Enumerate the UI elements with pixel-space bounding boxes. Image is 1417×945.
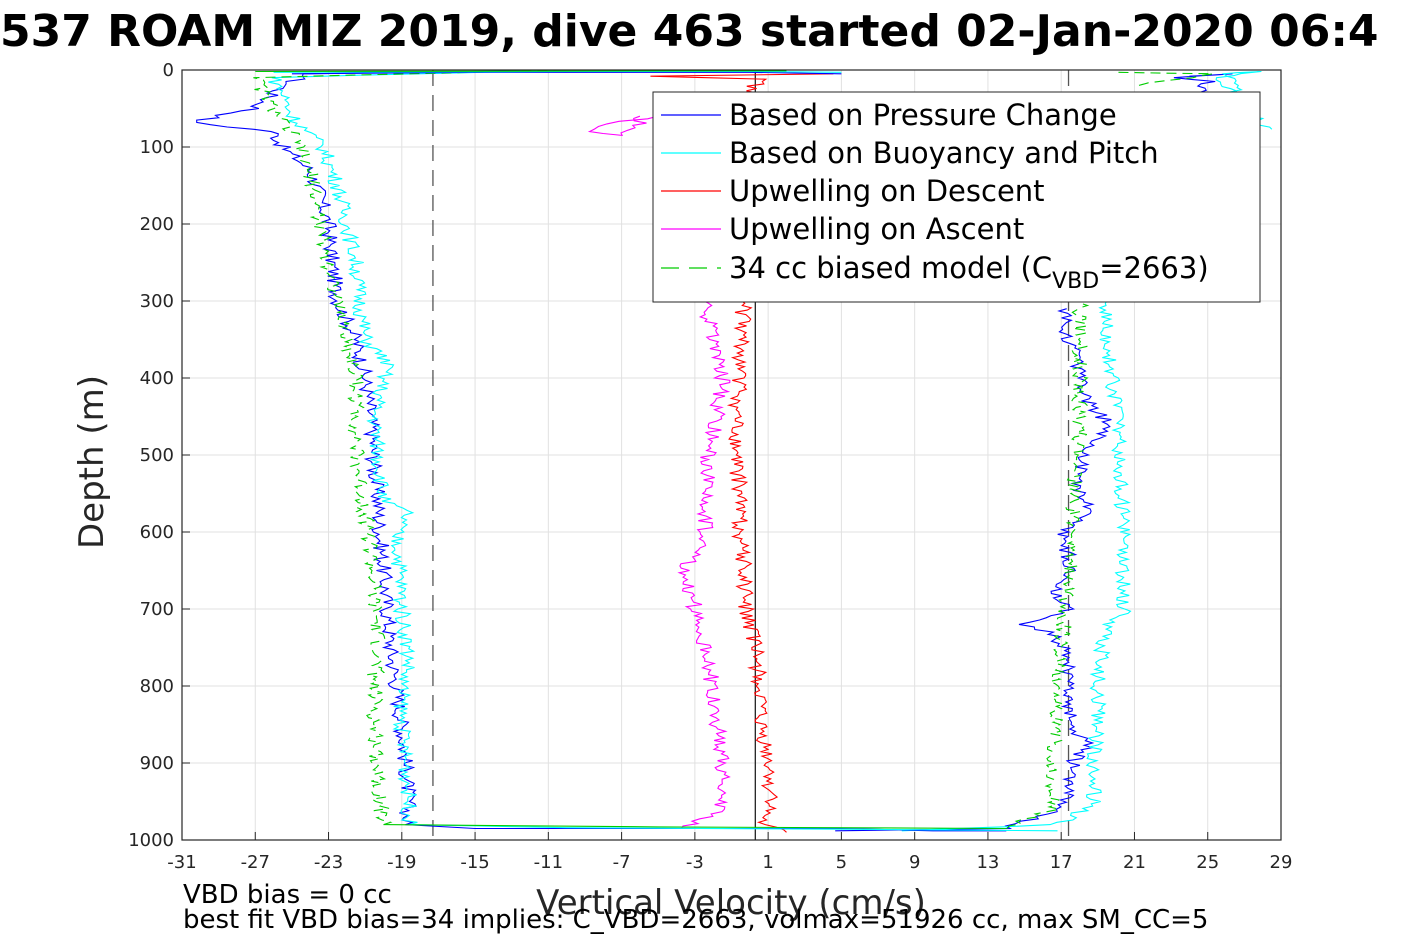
x-tick-label: 25: [1196, 852, 1219, 873]
legend-label-value: =2663): [1099, 251, 1208, 285]
series-line: [1116, 71, 1214, 86]
y-tick-label: 700: [140, 599, 174, 620]
legend-label: Upwelling on Ascent: [729, 212, 1024, 246]
vbd-bias-note: VBD bias = 0 cc: [183, 880, 392, 910]
y-tick-label: 600: [140, 522, 174, 543]
series-line: [677, 300, 731, 829]
legend-label: Based on Pressure Change: [729, 98, 1117, 132]
x-tick-label: -11: [534, 852, 563, 873]
y-tick-label: 800: [140, 676, 174, 697]
x-tick-label: -3: [686, 852, 704, 873]
y-tick-label: 500: [140, 445, 174, 466]
legend-label-main: 34 cc biased model (C: [729, 251, 1052, 285]
series-line: [1006, 300, 1090, 829]
chart-title: 537 ROAM MIZ 2019, dive 463 started 02-J…: [0, 6, 1379, 57]
y-tick-label: 200: [140, 214, 174, 235]
y-axis-label: Depth (m): [72, 375, 112, 549]
x-axis-label: Vertical Velocity (cm/s): [536, 883, 926, 923]
y-tick-labels: 0 100 200 300 400 500 600 700 800 900 1000: [128, 60, 190, 851]
legend: Based on Pressure Change Based on Buoyanc…: [652, 91, 1261, 303]
x-tick-label: 17: [1050, 852, 1073, 873]
x-tick-label: 29: [1270, 852, 1293, 873]
y-tick-label: 900: [140, 753, 174, 774]
x-tick-labels: -31 -27 -23 -19 -15 -11 -7 -3 1 5 9 13 17 21 25 29: [167, 832, 1292, 873]
x-tick-label: -23: [314, 852, 343, 873]
legend-box: [652, 91, 1261, 303]
y-tick-label: 0: [163, 60, 174, 81]
y-tick-label: 1000: [128, 830, 174, 851]
legend-label: 34 cc biased model (CVBD=2663): [729, 251, 1209, 294]
x-tick-label: -15: [460, 852, 489, 873]
legend-label-subscript: VBD: [1052, 269, 1099, 294]
crossing-line: [405, 824, 1007, 832]
x-tick-label: 9: [909, 852, 920, 873]
y-tick-label: 300: [140, 291, 174, 312]
x-tick-label: 5: [836, 852, 847, 873]
x-tick-label: -7: [613, 852, 631, 873]
x-tick-label: -19: [387, 852, 416, 873]
legend-label: Upwelling on Descent: [729, 174, 1045, 208]
crossing-line: [383, 824, 1007, 830]
x-tick-label: 13: [976, 852, 999, 873]
x-tick-label: -31: [167, 852, 196, 873]
x-tick-label: -27: [241, 852, 270, 873]
y-tick-label: 100: [140, 137, 174, 158]
series-line: [901, 300, 1132, 832]
series-line: [268, 70, 569, 826]
crossing-line: [291, 71, 842, 75]
best-fit-note: best fit VBD bias=34 implies: C_VBD=2663…: [183, 905, 1208, 935]
crossing-line: [409, 824, 1058, 832]
y-tick-label: 400: [140, 368, 174, 389]
x-tick-label: 21: [1123, 852, 1146, 873]
legend-label: Based on Buoyancy and Pitch: [729, 136, 1159, 170]
crossing-line: [255, 70, 787, 73]
series-line: [587, 115, 659, 137]
series-line: [253, 70, 564, 826]
x-tick-label: 1: [762, 852, 773, 873]
